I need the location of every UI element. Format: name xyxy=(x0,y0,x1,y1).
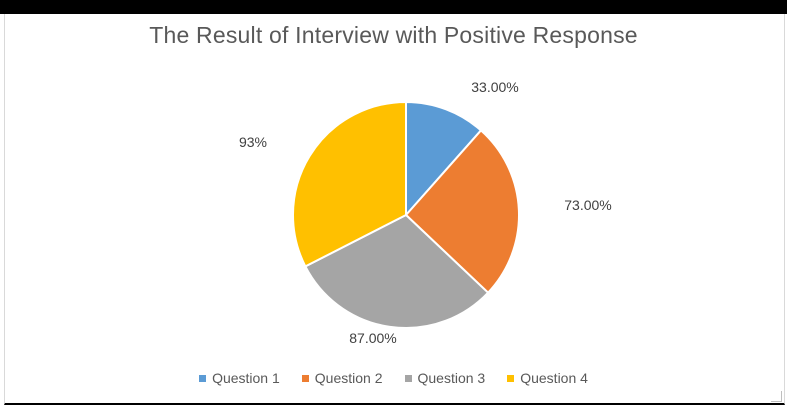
legend-item-question-4: Question 4 xyxy=(507,370,588,386)
legend-label: Question 1 xyxy=(212,370,280,386)
data-label-2: 73.00% xyxy=(564,197,611,213)
pie-slice-2 xyxy=(404,129,520,295)
chart-title: The Result of Interview with Positive Re… xyxy=(149,22,638,48)
legend-item-question-3: Question 3 xyxy=(404,370,486,386)
pie-slice-1 xyxy=(405,100,483,218)
chart-legend: Question 1 Question 2 Question 3 Question 4 xyxy=(0,370,787,386)
legend-label: Question 2 xyxy=(314,370,383,386)
legend-swatch xyxy=(404,374,412,382)
data-label-1: 33.00% xyxy=(471,79,518,95)
legend-swatch xyxy=(301,374,309,382)
pie-slice-4 xyxy=(292,100,407,268)
pie-slices xyxy=(292,100,520,329)
data-labels: 33.00% 73.00% 87.00% 93% xyxy=(239,79,612,346)
legend-swatch xyxy=(199,374,207,382)
legend-swatch xyxy=(507,374,515,382)
legend-label: Question 4 xyxy=(520,370,588,386)
data-label-3: 87.00% xyxy=(349,330,396,346)
legend-label: Question 3 xyxy=(417,370,486,386)
resize-corner xyxy=(771,391,782,402)
legend-item-question-1: Question 1 xyxy=(199,370,280,386)
legend-item-question-2: Question 2 xyxy=(301,370,383,386)
data-label-4: 93% xyxy=(239,134,267,150)
top-border-bar xyxy=(0,0,787,14)
